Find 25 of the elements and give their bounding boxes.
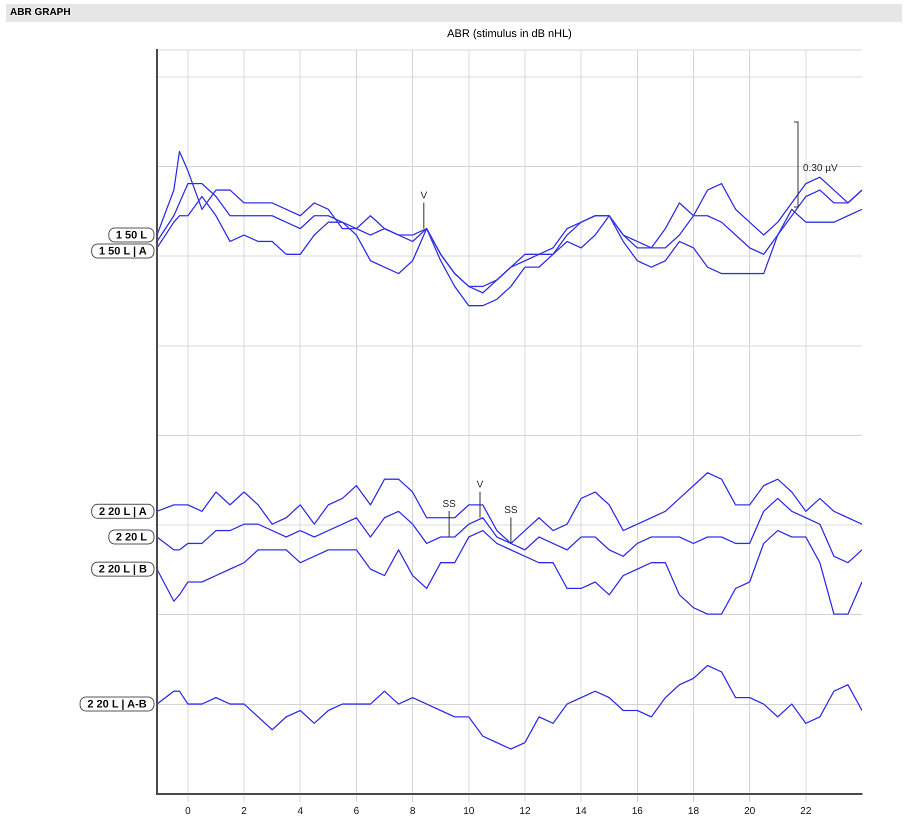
x-tick-label: 2 xyxy=(241,806,248,817)
x-tick-label: 20 xyxy=(744,806,756,817)
annotation: V xyxy=(476,479,484,490)
x-tick-label: 16 xyxy=(632,806,644,817)
annotation: SS xyxy=(442,498,456,510)
x-tick-label: 22 xyxy=(800,806,812,817)
x-tick-label: 18 xyxy=(688,806,700,817)
chart-subtitle: ABR (stimulus in dB nHL) xyxy=(446,28,573,40)
x-tick-label: 10 xyxy=(463,806,475,817)
annotation: SS xyxy=(504,505,518,516)
series-label: 1 50 L | A xyxy=(98,246,147,258)
series-label: 2 20 L | A xyxy=(98,506,147,518)
annotation: 0.30 µV xyxy=(803,162,838,174)
x-tick-label: 14 xyxy=(576,806,588,817)
series-label: 2 20 L | A-B xyxy=(87,698,147,711)
series-label: 1 50 L xyxy=(116,230,148,242)
text: ABR GRAPH xyxy=(6,4,902,22)
x-tick-label: 12 xyxy=(519,806,531,817)
x-tick-label: 4 xyxy=(297,806,304,817)
x-tick-label: 8 xyxy=(410,806,416,817)
x-tick-label: 0 xyxy=(185,806,192,817)
series-label: 2 20 L xyxy=(116,532,148,544)
x-tick-label: 6 xyxy=(354,806,360,817)
series-label: 2 20 L | B xyxy=(98,564,147,576)
annotation: V xyxy=(420,190,428,202)
